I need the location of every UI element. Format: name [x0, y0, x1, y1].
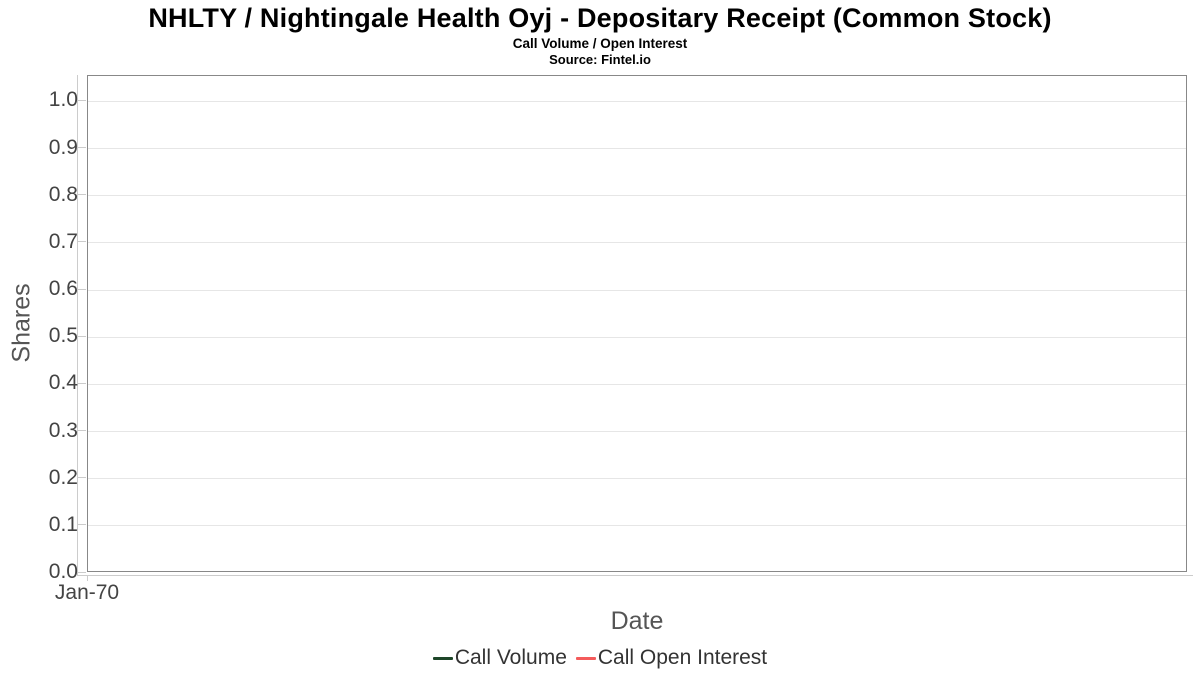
call-volume-line-icon	[432, 656, 453, 660]
y-axis-tick-mark	[77, 477, 86, 479]
gridline	[88, 100, 1186, 102]
call-open-interest-line-icon	[575, 656, 596, 660]
legend-label-call-open-interest: Call Open Interest	[597, 646, 768, 669]
gridline	[88, 148, 1186, 150]
y-axis-line	[77, 75, 78, 575]
x-axis-tick-label: Jan-70	[54, 581, 120, 604]
chart-title: NHLTY / Nightingale Health Oyj - Deposit…	[148, 3, 1052, 33]
legend-label-call-volume: Call Volume	[454, 646, 567, 669]
y-axis-tick-label: 0.0	[48, 560, 78, 583]
y-axis-tick-label: 0.3	[48, 418, 78, 442]
gridline	[88, 242, 1186, 244]
gridline	[88, 431, 1186, 433]
y-axis-tick-label: 0.5	[48, 324, 78, 348]
y-axis-tick-mark	[77, 524, 86, 526]
gridline	[88, 478, 1186, 480]
y-axis-tick-label: 0.9	[48, 135, 78, 159]
y-axis-tick-mark	[77, 382, 86, 384]
legend-item-call-volume[interactable]: Call Volume	[432, 646, 567, 670]
x-axis-tick-mark	[87, 575, 88, 581]
y-axis-tick-mark	[77, 430, 86, 432]
gridline	[88, 383, 1186, 385]
y-axis-tick-label: 0.6	[48, 277, 78, 301]
x-axis-title: Date	[610, 607, 664, 635]
y-axis-tick-mark	[77, 147, 86, 149]
y-axis-tick-label: 1.0	[48, 88, 78, 112]
y-axis-tick-mark	[77, 194, 86, 196]
y-axis-tick-label: 0.8	[48, 182, 78, 206]
y-axis-tick-label: 0.4	[48, 371, 78, 395]
y-axis-tick-mark	[77, 335, 86, 337]
y-axis-tick-mark	[77, 288, 86, 290]
chart-source: Source: Fintel.io	[549, 52, 651, 67]
gridline	[88, 289, 1186, 291]
x-axis-line	[77, 575, 1193, 576]
chart-subtitle: Call Volume / Open Interest	[512, 36, 688, 51]
legend: Call Volume Call Open Interest	[0, 646, 1200, 670]
y-axis-tick-label: 0.2	[48, 465, 78, 489]
gridline	[88, 195, 1186, 197]
gridline	[88, 525, 1186, 527]
y-axis-tick-mark	[77, 99, 86, 101]
plot-area	[87, 75, 1187, 572]
y-axis-tick-label: 0.7	[48, 229, 78, 253]
y-axis-tick-mark	[77, 571, 86, 573]
gridline	[88, 336, 1186, 338]
y-axis-tick-mark	[77, 241, 86, 243]
y-axis-tick-label: 0.1	[48, 512, 78, 536]
legend-item-call-open-interest[interactable]: Call Open Interest	[575, 646, 768, 670]
